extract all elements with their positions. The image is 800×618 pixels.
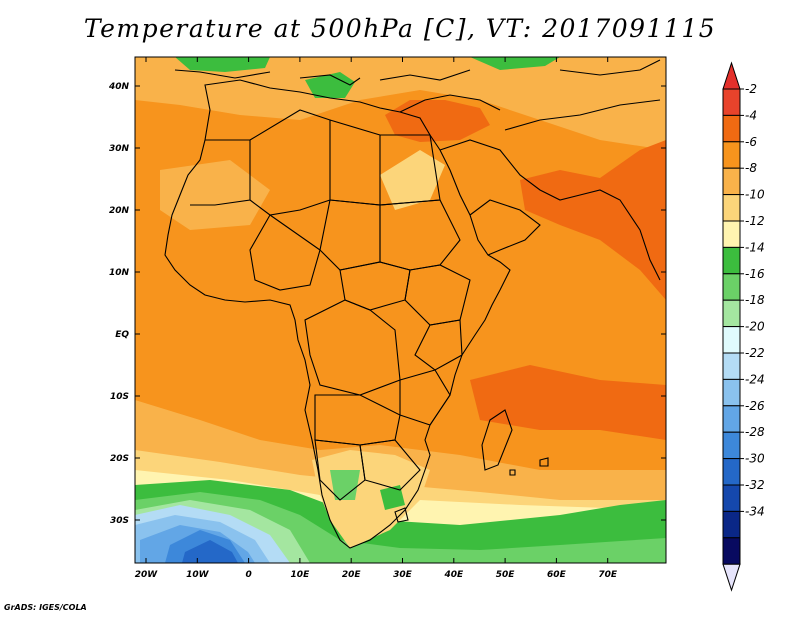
colorbar-label: -2 (745, 82, 757, 96)
lon-tick-label: 20W (135, 570, 159, 580)
colorbar-swatch (722, 405, 741, 433)
lat-tick-label: 30S (110, 516, 129, 526)
coastlines (164, 59, 661, 549)
colorbar-label: -20 (745, 320, 765, 334)
lat-tick-label: 10N (109, 268, 130, 278)
colorbar-label: -30 (745, 452, 765, 466)
colorbar-swatch (722, 431, 741, 460)
colorbar-label: -8 (745, 161, 757, 175)
colorbar-swatch (722, 378, 741, 407)
colorbar-swatch (722, 88, 741, 116)
temperature-field (135, 57, 666, 563)
lon-tick-label: 50E (496, 570, 516, 580)
colorbar-label: -16 (745, 267, 765, 281)
colorbar-swatch (722, 299, 741, 328)
colorbar-swatch (722, 167, 741, 196)
colorbar-label: -24 (745, 372, 765, 386)
colorbar-swatch (722, 510, 741, 539)
colorbar-swatch (722, 326, 741, 354)
colorbar-label: -22 (745, 346, 765, 360)
lat-tick-label: 20S (110, 454, 129, 464)
lat-tick-label: EQ (115, 330, 129, 340)
colorbar-swatch (722, 458, 741, 486)
colorbar-label: -6 (745, 135, 757, 149)
lat-tick-label: 10S (110, 392, 129, 402)
lon-tick-label: 40E (443, 570, 464, 580)
map-frame (134, 56, 667, 564)
colorbar-label: -4 (745, 108, 757, 122)
colorbar-label: -34 (745, 504, 765, 518)
lon-tick-label: 10W (186, 570, 210, 580)
colorbar-label: -12 (745, 214, 765, 228)
colorbar-swatch (722, 352, 741, 380)
lat-tick-label: 30N (109, 144, 130, 154)
lon-tick-label: 30E (393, 570, 413, 580)
colorbar-bottom-arrow (722, 563, 741, 592)
colorbar-swatch (722, 246, 741, 275)
colorbar-swatch (722, 273, 741, 301)
colorbar-label: -32 (745, 478, 765, 492)
colorbar-label: -10 (745, 188, 765, 202)
lon-tick-label: 60E (547, 570, 567, 580)
credit-text: GrADS: IGES/COLA (4, 603, 87, 612)
colorbar-swatch (722, 141, 741, 169)
lon-tick-label: 20E (342, 570, 362, 580)
colorbar-swatch (722, 114, 741, 143)
map-title: Temperature at 500hPa [C], VT: 201709111… (83, 14, 717, 43)
longitude-ticks: 20W 10W 0 10E 20E 30E 40E 50E 60E 70E (135, 57, 618, 580)
colorbar-swatch (722, 194, 741, 222)
colorbar-swatch (722, 537, 741, 565)
lon-tick-label: 10E (291, 570, 311, 580)
colorbar-label: -28 (745, 425, 765, 439)
latitude-ticks: 40N 30N 20N 10N EQ 10S 20S 30S (108, 82, 666, 526)
colorbar-label: -14 (745, 240, 765, 254)
colorbar-label: -18 (745, 293, 765, 307)
lon-tick-label: 70E (598, 570, 618, 580)
colorbar-swatch (722, 220, 741, 248)
lon-tick-label: 0 (245, 570, 251, 580)
colorbar-swatch (722, 484, 741, 512)
colorbar: -2 -4 -6 -8 -10 -12 -14 -16 -18 -20 -22 -24 -26 -28 -3… (722, 61, 765, 592)
lat-tick-label: 20N (109, 206, 130, 216)
colorbar-label: -26 (745, 399, 765, 413)
colorbar-top-arrow (722, 61, 741, 90)
lat-tick-label: 40N (108, 82, 130, 92)
